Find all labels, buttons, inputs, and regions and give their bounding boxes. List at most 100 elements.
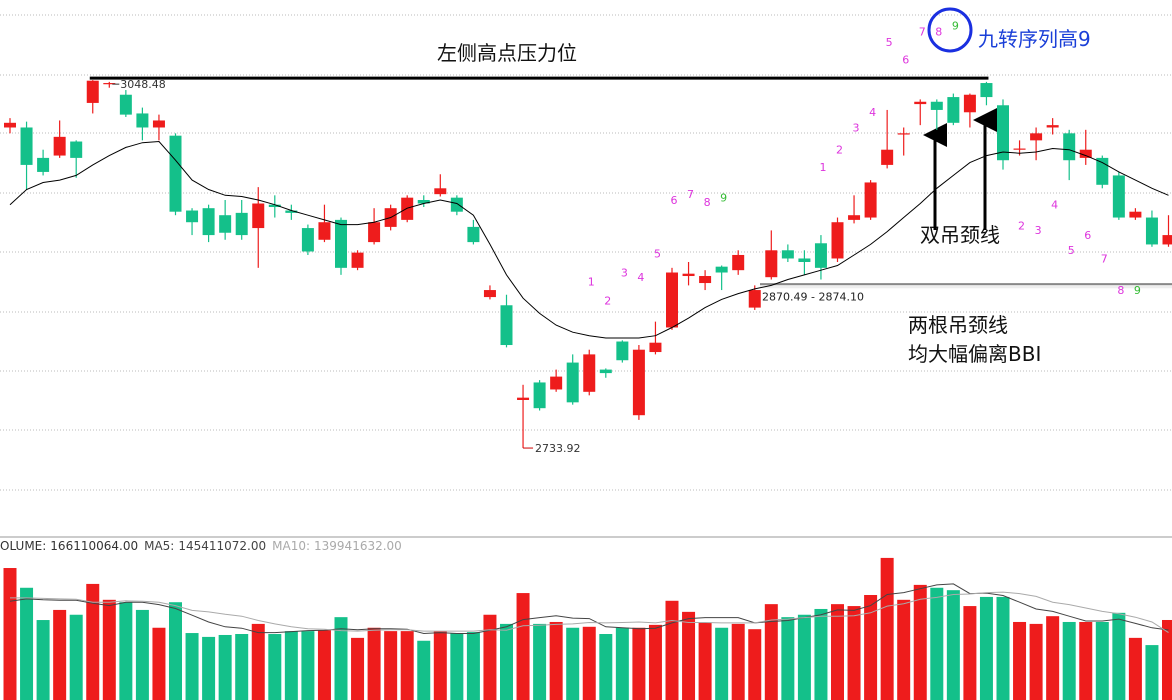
volume-bar — [417, 640, 431, 700]
td-count: 9 — [720, 191, 727, 204]
candle-body — [666, 272, 678, 328]
candle-body — [301, 228, 314, 252]
candle-body — [616, 341, 629, 361]
candle-body — [368, 222, 381, 243]
volume-bar — [1145, 645, 1159, 700]
td-count: 2 — [604, 294, 611, 307]
volume-bar — [1112, 612, 1126, 700]
volume-bar — [682, 611, 696, 700]
td-count: 1 — [588, 276, 595, 289]
volume-bar — [3, 568, 17, 700]
annotation: 左侧高点压力位 — [437, 41, 577, 65]
td-count: 8 — [1117, 284, 1124, 297]
volume-bar — [1162, 619, 1172, 700]
candle-body — [682, 273, 695, 277]
volume-bar — [202, 636, 216, 700]
td-count: 7 — [1101, 252, 1108, 265]
candle-body — [864, 182, 877, 218]
td-count: 7 — [919, 25, 926, 38]
volume-bar — [301, 631, 315, 700]
candle-body — [963, 94, 976, 113]
volume-bar — [20, 587, 34, 700]
candle-body — [947, 97, 960, 123]
volume-bar — [665, 600, 679, 700]
annotation: 均大幅偏离BBI — [908, 342, 1041, 366]
volume-bar — [1095, 621, 1109, 700]
bbi-line — [9, 140, 1169, 339]
gap-label: 2870.49 - 2874.10 — [762, 290, 864, 303]
volume-bar — [384, 631, 398, 700]
candle-body — [186, 210, 199, 223]
td-count: 6 — [1084, 229, 1091, 242]
volume-bar — [566, 627, 580, 700]
candle-body — [235, 212, 248, 236]
candle-body — [169, 135, 182, 212]
candle-body — [533, 382, 546, 409]
td-count: 9 — [1134, 284, 1141, 297]
td-count: 1 — [819, 161, 826, 174]
candle-body — [285, 210, 298, 213]
legend-value: 139941632.00 — [314, 539, 402, 553]
volume-bar — [367, 627, 381, 700]
candle-body — [765, 250, 778, 278]
volume-bar — [185, 633, 199, 700]
candle-body — [980, 83, 993, 98]
volume-bar — [715, 627, 729, 700]
volume-panel: VOLUME: 166110064.00 MA5: 145411072.00 MA10:… — [0, 539, 1172, 700]
volume-bar — [351, 637, 365, 700]
volume-bar — [268, 634, 282, 700]
low-label: 2733.92 — [535, 442, 581, 455]
volume-bar — [533, 623, 547, 700]
volume-bar — [831, 604, 844, 700]
volume-bar — [135, 609, 149, 700]
legend-name: MA10: — [272, 539, 310, 553]
volume-ma-line — [10, 591, 1169, 634]
td-count: 5 — [886, 36, 893, 49]
volume-bar — [450, 633, 464, 700]
volume-bar — [500, 623, 513, 700]
td-count: 4 — [869, 106, 876, 119]
annotation: 双吊颈线 — [920, 223, 1000, 247]
candle-body — [434, 188, 447, 195]
candle-body — [335, 219, 347, 268]
volume-bar — [632, 627, 646, 700]
candle-body — [37, 157, 50, 172]
candle-body — [1046, 125, 1059, 128]
candle-body — [119, 94, 132, 115]
volume-bar — [218, 634, 232, 700]
volume-bar — [814, 608, 828, 700]
td-count: 6 — [902, 53, 909, 66]
candle-body — [1096, 157, 1109, 185]
volume-bar — [748, 629, 762, 700]
legend-value: 166110064.00 — [50, 539, 138, 553]
candle-body — [881, 149, 894, 165]
volume-bar — [53, 609, 67, 700]
gap-band — [760, 284, 1172, 289]
volume-bar — [963, 606, 977, 700]
td-count: 2 — [1018, 220, 1025, 233]
volume-bar — [1013, 621, 1027, 700]
volume-bar — [648, 624, 662, 700]
candle-body — [599, 369, 612, 374]
candle-body — [268, 204, 281, 208]
volume-bar — [36, 620, 50, 700]
volume-bar — [615, 627, 629, 700]
candle-body — [136, 113, 149, 128]
candle-body — [500, 305, 513, 346]
candle-body — [831, 222, 844, 259]
candle-body — [517, 397, 530, 400]
candle-body — [1112, 175, 1125, 218]
td-count: 2 — [836, 144, 843, 157]
volume-bar — [880, 557, 894, 700]
volume-bar — [483, 614, 497, 700]
volume-bar — [1062, 621, 1076, 700]
volume-bar — [516, 593, 530, 700]
candle-body — [997, 105, 1009, 161]
volume-bar — [764, 604, 778, 700]
candle-body — [202, 208, 215, 236]
volume-bar — [979, 596, 993, 700]
td-count: 7 — [687, 188, 694, 201]
candle-body — [351, 252, 364, 268]
volume-bar — [86, 583, 100, 700]
